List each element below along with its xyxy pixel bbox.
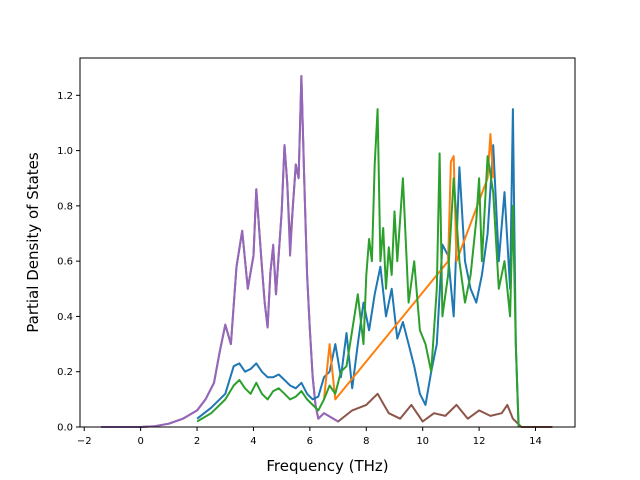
y-tick-label: 0.8 (57, 201, 73, 212)
x-tick-label: 6 (307, 436, 313, 447)
y-tick-label: 0.6 (57, 257, 73, 268)
series-line-1 (101, 75, 339, 428)
x-tick-label: 14 (529, 436, 542, 447)
series-line-2 (196, 108, 520, 428)
y-axis-ticks: 0.0 0.2 0.4 0.6 0.8 1.0 1.2 (57, 91, 80, 434)
y-tick-label: 1.0 (57, 146, 73, 157)
series-layer (101, 75, 553, 428)
x-tick-label: 2 (194, 436, 200, 447)
x-axis-ticks: −2 0 2 4 6 8 10 12 14 (77, 427, 542, 447)
y-tick-label: 1.2 (57, 91, 73, 102)
x-tick-label: 0 (137, 436, 143, 447)
x-tick-label: 4 (250, 436, 256, 447)
plot-frame (79, 57, 576, 428)
x-axis-label: Frequency (THz) (266, 457, 388, 475)
x-tick-label: 12 (473, 436, 486, 447)
y-tick-label: 0.4 (57, 312, 73, 323)
x-tick-label: 10 (416, 436, 429, 447)
series-line-3 (323, 133, 495, 401)
series-line-4 (196, 108, 520, 428)
y-tick-label: 0.2 (57, 367, 73, 378)
y-tick-label: 0.0 (57, 423, 73, 434)
x-tick-label: 8 (363, 436, 369, 447)
y-axis-label: Partial Density of States (24, 152, 42, 333)
x-tick-label: −2 (77, 436, 92, 447)
